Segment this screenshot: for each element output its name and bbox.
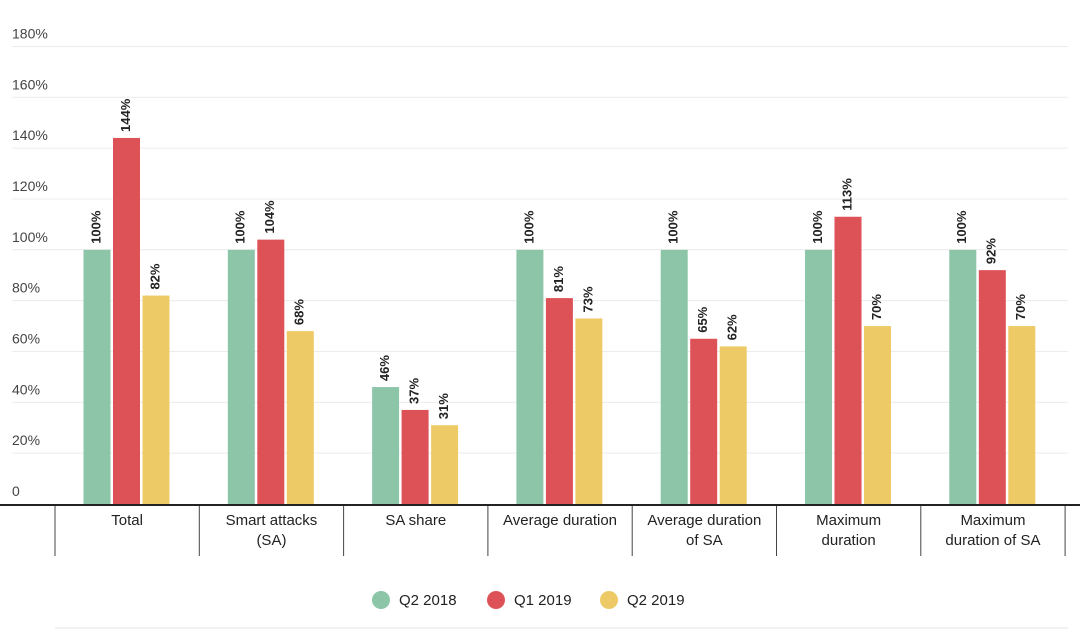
bar bbox=[575, 318, 603, 504]
y-tick-label: 160% bbox=[12, 76, 48, 92]
bar bbox=[805, 249, 832, 504]
data-label: 144% bbox=[118, 98, 133, 132]
y-tick-label: 100% bbox=[12, 229, 48, 245]
data-label: 65% bbox=[695, 306, 710, 332]
bar bbox=[545, 298, 573, 504]
data-label: 100% bbox=[88, 210, 103, 244]
bar bbox=[372, 387, 400, 504]
bar bbox=[516, 249, 544, 504]
legend-label: Q1 2019 bbox=[514, 592, 572, 609]
data-label: 62% bbox=[725, 314, 740, 340]
bar bbox=[113, 137, 140, 504]
data-label: 100% bbox=[233, 210, 248, 244]
data-label: 104% bbox=[262, 200, 277, 234]
y-tick-label: 60% bbox=[12, 330, 40, 346]
category-label: Maximum duration of SA bbox=[945, 512, 1040, 549]
data-label: 70% bbox=[869, 294, 884, 320]
data-label: 31% bbox=[436, 393, 451, 419]
data-label: 70% bbox=[1013, 294, 1028, 320]
y-axis-ticks: 0 20% 40% 60% 80% 100% 120% 140% 160% 180% bbox=[12, 25, 48, 499]
bar bbox=[142, 295, 170, 504]
bar bbox=[978, 270, 1006, 504]
data-labels: 100% 100% 46% 100% 100% 100% 100% 144% 104% 37% 81… bbox=[88, 98, 1028, 419]
bar bbox=[227, 249, 255, 504]
data-label: 68% bbox=[292, 299, 307, 325]
y-tick-label: 120% bbox=[12, 178, 48, 194]
legend-swatch bbox=[600, 591, 618, 609]
bar bbox=[1008, 326, 1036, 504]
bar bbox=[83, 249, 111, 504]
y-tick-label: 40% bbox=[12, 381, 40, 397]
y-tick-label: 20% bbox=[12, 432, 40, 448]
bar bbox=[660, 249, 688, 504]
category-label: SA share bbox=[385, 512, 446, 529]
data-label: 100% bbox=[666, 210, 681, 244]
y-tick-label: 80% bbox=[12, 280, 40, 296]
data-label: 73% bbox=[580, 286, 595, 312]
legend-label: Q2 2019 bbox=[627, 592, 685, 609]
bar bbox=[431, 425, 459, 504]
category-labels: Total Smart attacks (SA) SA share Average du… bbox=[111, 512, 1040, 549]
bar bbox=[286, 331, 314, 504]
data-label: 82% bbox=[147, 263, 162, 289]
data-label: 81% bbox=[551, 266, 566, 292]
category-label: Smart attacks (SA) bbox=[226, 512, 318, 549]
category-label: Total bbox=[111, 512, 143, 529]
data-label: 100% bbox=[521, 210, 536, 244]
bar bbox=[864, 326, 891, 504]
data-label: 100% bbox=[810, 210, 825, 244]
bars bbox=[83, 137, 1036, 504]
y-tick-label: 180% bbox=[12, 25, 48, 41]
bar bbox=[690, 338, 718, 504]
data-label: 37% bbox=[407, 377, 422, 403]
x-axis bbox=[0, 504, 1080, 629]
category-label: Average duration bbox=[503, 512, 617, 529]
y-tick-label: 140% bbox=[12, 127, 48, 143]
bar bbox=[949, 249, 977, 504]
bar bbox=[257, 239, 285, 504]
legend-label: Q2 2018 bbox=[399, 592, 457, 609]
bar bbox=[834, 216, 862, 504]
data-label: 100% bbox=[954, 210, 969, 244]
bar bbox=[401, 409, 429, 504]
category-label: Average duration of SA bbox=[647, 512, 761, 549]
legend: Q2 2018 Q1 2019 Q2 2019 bbox=[372, 591, 685, 609]
legend-swatch bbox=[372, 591, 390, 609]
data-label: 92% bbox=[984, 238, 999, 264]
bar bbox=[719, 346, 747, 504]
data-label: 46% bbox=[377, 355, 392, 381]
data-label: 113% bbox=[839, 178, 854, 211]
legend-swatch bbox=[487, 591, 505, 609]
y-tick-label: 0 bbox=[12, 483, 20, 499]
category-label: Maximum duration bbox=[816, 512, 881, 549]
